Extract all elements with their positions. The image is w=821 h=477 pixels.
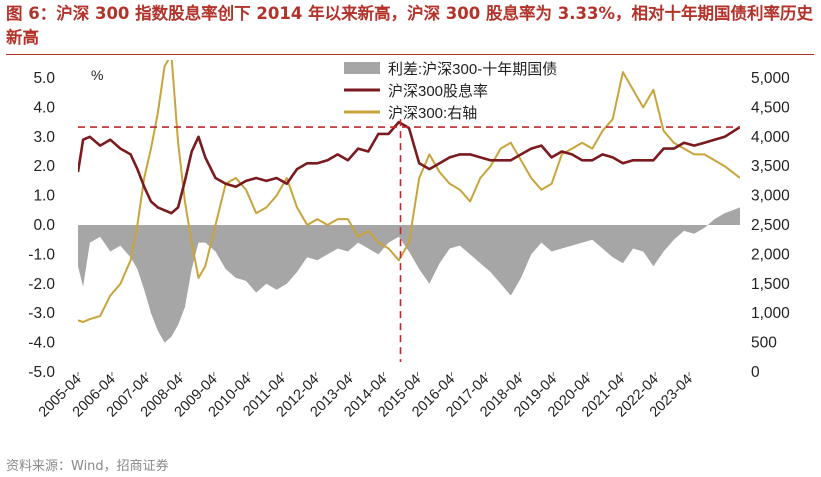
y-right-tick-label: 5,000 xyxy=(751,70,790,87)
dividend-yield-line xyxy=(78,120,740,215)
y-left-tick-label: 2.0 xyxy=(33,158,55,175)
y-left-tick-label: 4.0 xyxy=(33,99,55,116)
y-left-tick-label: -1.0 xyxy=(28,246,55,263)
lines-layer xyxy=(78,60,740,323)
y-left-tick-label: 3.0 xyxy=(33,129,55,146)
y-right-tick-label: 1,500 xyxy=(751,276,790,293)
y-right-tick-label: 4,500 xyxy=(751,99,790,116)
legend-swatch-spread xyxy=(344,62,380,74)
chart-title: 图 6：沪深 300 指数股息率创下 2014 年以来新高，沪深 300 股息率… xyxy=(6,4,813,47)
y-right-tick-label: 4,000 xyxy=(751,129,790,146)
y-left-tick-label: 5.0 xyxy=(33,70,55,87)
y-left-tick-label: 0.0 xyxy=(33,217,55,234)
reference-lines-layer xyxy=(78,119,740,362)
y-left-tick-label: -3.0 xyxy=(28,305,55,322)
y-right-tick-label: 0 xyxy=(751,364,760,381)
y-right-tick-label: 3,500 xyxy=(751,158,790,175)
source-note: 资料来源：Wind，招商证券 xyxy=(6,459,169,474)
y-right-tick-label: 1,000 xyxy=(751,305,790,322)
y-left-tick-label: 1.0 xyxy=(33,188,55,205)
legend-label-spread: 利差:沪深300-十年期国债 xyxy=(388,61,557,78)
y-right-tick-label: 2,000 xyxy=(751,246,790,263)
y-left-unit-label: % xyxy=(91,67,103,83)
title-rule xyxy=(6,54,814,55)
legend-label-index: 沪深300:右轴 xyxy=(388,105,477,122)
y-left-tick-label: -4.0 xyxy=(28,335,55,352)
spread-area xyxy=(78,207,740,343)
spread-area-layer xyxy=(78,207,740,343)
y-right-tick-label: 3,000 xyxy=(751,188,790,205)
legend-label-dividend: 沪深300股息率 xyxy=(388,83,488,100)
y-left-tick-label: -2.0 xyxy=(28,276,55,293)
y-right-tick-label: 2,500 xyxy=(751,217,790,234)
y-right-tick-label: 500 xyxy=(751,335,777,352)
y-left-tick-label: -5.0 xyxy=(28,364,55,381)
csi300-index-line xyxy=(78,60,740,323)
